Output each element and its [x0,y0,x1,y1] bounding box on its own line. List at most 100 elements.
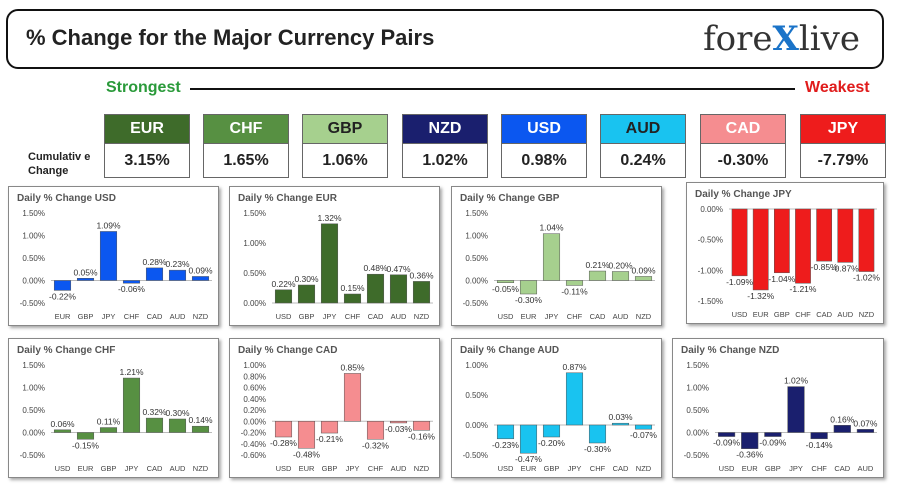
data-label: 0.36% [409,270,434,280]
chart-panel-eur: Daily % Change EUR 1.50% 1.00% 0.50% 0.00% 0.… [229,186,440,326]
chart-eur: 1.50% 1.00% 0.50% 0.00% 0.22% USD 0.30% GBP 1.32… [243,209,434,321]
x-tick-label: EUR [521,464,537,473]
x-tick-label: NZD [636,312,652,321]
bar [412,281,431,304]
cumulative-label-line2: Change [28,165,69,177]
x-tick-label: GBP [299,312,315,321]
currency-cumulative-value: 0.98% [501,144,587,178]
data-label: -0.87% [832,263,859,273]
cumulative-label-line1: Cumulativ e [28,151,91,163]
y-tick-label: 0.00% [22,277,45,286]
data-label: -0.16% [408,431,435,441]
x-tick-label: NZD [414,464,430,473]
currency-box-eur: EUR 3.15% [104,114,190,178]
bar [389,421,408,424]
data-label: 0.09% [631,265,656,275]
bar [99,231,118,281]
chart-panel-cad: Daily % Change CAD 1.00% 0.80% 0.60% 0.40% 0.… [229,338,440,478]
bar [145,267,164,281]
data-label: -0.22% [49,291,76,301]
currency-cumulative-value: 1.65% [203,144,289,178]
y-tick-label: 1.00% [465,361,488,370]
bar [542,233,561,281]
y-tick-label: 0.00% [700,205,723,214]
x-tick-label: NZD [636,464,652,473]
data-label: 0.03% [608,412,633,422]
x-tick-label: EUR [55,312,71,321]
data-label: 0.14% [188,415,213,425]
bar [816,208,833,262]
y-tick-label: 0.00% [465,421,488,430]
currency-cumulative-value: -7.79% [800,144,886,178]
data-label: -0.30% [584,444,611,454]
strongest-label: Strongest [106,79,181,96]
chart-panel-usd: Daily % Change USD 1.50% 1.00% 0.50% 0.00% -0… [8,186,219,326]
data-label: -0.05% [492,284,519,294]
currency-cumulative-value: 3.15% [104,144,190,178]
currency-code: EUR [104,114,190,144]
chart-panel-jpy: Daily % Change JPY 0.00% -0.50% -1.00% -1.50… [686,182,884,324]
data-label: 1.04% [539,223,564,233]
currency-cumulative-value: -0.30% [700,144,786,178]
x-tick-label: AUD [170,312,186,321]
data-label: 0.06% [50,419,75,429]
bar [168,269,187,281]
x-tick-label: USD [55,464,71,473]
bar [741,432,759,449]
currency-box-nzd: NZD 1.02% [402,114,488,178]
currency-code: JPY [800,114,886,144]
currency-box-gbp: GBP 1.06% [302,114,388,178]
bar [53,280,72,291]
data-label: -0.32% [362,440,389,450]
chart-usd: 1.50% 1.00% 0.50% 0.00% -0.50% -0.22% EUR 0.05%… [20,209,213,321]
y-tick-label: -0.60% [241,451,266,460]
x-tick-label: AUD [391,464,407,473]
y-tick-label: 0.00% [22,429,45,438]
data-label: 0.07% [853,418,878,428]
data-label: 0.05% [73,267,98,277]
currency-cumulative-value: 1.02% [402,144,488,178]
chart-panel-nzd: Daily % Change NZD 1.50% 1.00% 0.50% 0.00% -0… [672,338,884,478]
bar [191,425,210,433]
chart-title: Daily % Change NZD [681,345,780,356]
bar [542,424,561,438]
bar [53,429,72,433]
y-tick-label: 1.00% [243,239,266,248]
x-tick-label: USD [498,312,514,321]
x-tick-label: EUR [742,464,758,473]
data-label: 0.16% [830,414,855,424]
x-tick-label: USD [732,310,748,319]
x-tick-label: GBP [101,464,117,473]
currency-code: NZD [402,114,488,144]
x-tick-label: CHF [567,312,583,321]
x-tick-label: NZD [193,464,209,473]
data-label: 1.02% [784,376,809,386]
y-tick-label: 1.50% [243,209,266,218]
cumulative-change-label: Cumulativ e Change [28,150,90,178]
bar [122,377,141,433]
chart-cad: 1.00% 0.80% 0.60% 0.40% 0.20% 0.00% -0.20% -0.4… [241,361,436,473]
y-tick-label: 1.50% [465,209,488,218]
title-bar: % Change for the Major Currency Pairs fo… [6,9,884,69]
x-tick-label: EUR [521,312,537,321]
y-tick-label: 1.00% [22,232,45,241]
y-tick-label: -1.00% [698,266,723,275]
x-tick-label: NZD [414,312,430,321]
chart-title: Daily % Change CAD [238,345,338,356]
bar [764,432,782,437]
y-tick-label: -1.50% [698,297,723,306]
y-tick-label: 1.00% [465,232,488,241]
y-tick-label: 1.00% [686,384,709,393]
data-label: 1.32% [317,213,342,223]
logo-text-right: live [798,19,860,59]
bar [717,432,736,437]
page-title: % Change for the Major Currency Pairs [26,25,435,50]
chart-nzd: 1.50% 1.00% 0.50% 0.00% -0.50% -0.09% USD-0.36… [684,361,878,473]
data-label: 0.28% [142,257,167,267]
x-tick-label: GBP [765,464,781,473]
y-tick-label: 1.50% [22,209,45,218]
bar [297,284,316,304]
bar [752,208,769,291]
bar [496,280,515,283]
y-tick-label: 0.00% [243,299,266,308]
